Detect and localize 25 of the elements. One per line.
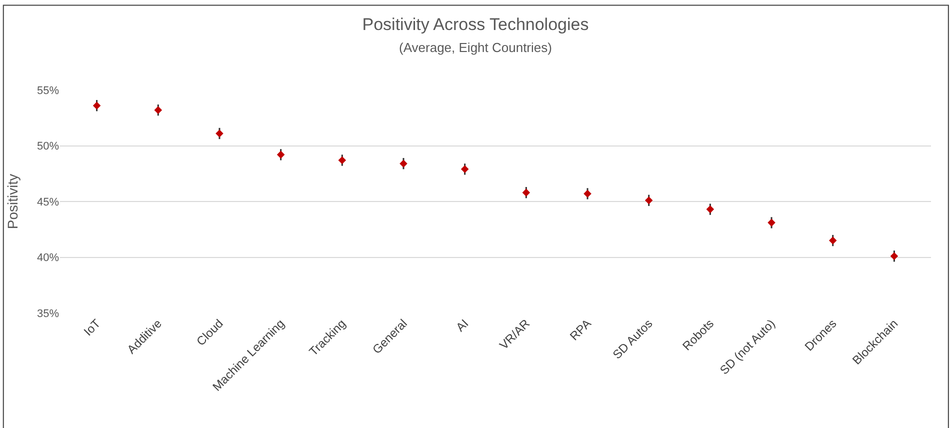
y-tick-label: 40% [36,252,60,264]
x-tick-label: AI [453,316,472,334]
point [460,165,469,174]
point [644,196,653,204]
point [92,102,101,110]
point [706,205,714,214]
y-axis-title: Positivity [4,174,21,230]
point [522,188,530,196]
point [768,218,776,227]
point [276,150,285,159]
chart-subtitle: (Average, Eight Countries) [399,40,552,56]
point [828,236,837,244]
point [216,130,224,138]
x-tick-label: IoT [81,316,104,339]
x-tick-label: RPA [567,316,594,344]
y-tick-label: 55% [36,84,60,97]
point [890,252,898,260]
y-tick-label: 35% [36,308,60,320]
y-tick-label: 45% [36,196,60,208]
point [338,156,346,164]
point [584,190,592,198]
chart-title: Positivity Across Technologies [362,14,589,34]
point [154,106,162,114]
y-tick-label: 50% [36,140,60,153]
point [400,160,408,168]
